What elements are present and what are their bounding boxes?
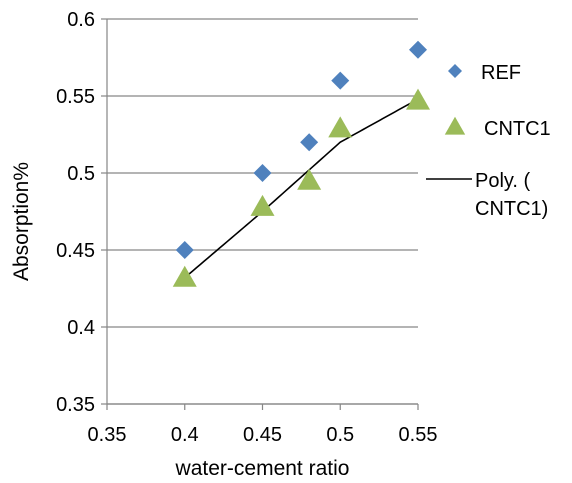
x-tick-label-0.5: 0.5 bbox=[326, 424, 354, 446]
series-ref bbox=[175, 40, 427, 259]
x-tick-label-0.4: 0.4 bbox=[171, 424, 199, 446]
trendline-group bbox=[184, 98, 419, 279]
legend: REF CNTC1 Poly. ( CNTC1) bbox=[426, 62, 551, 220]
triangle-marker-cntc1-3 bbox=[328, 116, 353, 138]
legend-marker-ref bbox=[448, 64, 462, 78]
triangle-marker-cntc1-1 bbox=[250, 194, 275, 216]
triangle-marker-cntc1-2 bbox=[297, 168, 322, 190]
axes bbox=[101, 18, 419, 410]
diamond-marker-ref-0 bbox=[175, 241, 194, 259]
diamond-marker-ref-4 bbox=[409, 40, 427, 59]
tick-labels: 0.35 0.4 0.45 0.5 0.55 0.6 0.35 0.4 0.45 0.5 0.55 bbox=[56, 9, 437, 446]
triangle-marker-cntc1-0 bbox=[172, 265, 197, 287]
y-tick-label-0.55: 0.55 bbox=[56, 86, 95, 108]
y-tick-label-0.45: 0.45 bbox=[56, 240, 95, 262]
trendline-cntc1 bbox=[184, 98, 419, 279]
x-tick-label-0.35: 0.35 bbox=[88, 424, 127, 446]
y-tick-label-0.35: 0.35 bbox=[56, 394, 95, 416]
markers bbox=[172, 40, 430, 287]
legend-label-trendline-line2: CNTC1) bbox=[475, 198, 548, 220]
x-axis-title: water-cement ratio bbox=[175, 457, 350, 480]
diamond-marker-ref-2 bbox=[300, 133, 319, 152]
legend-marker-cntc1 bbox=[444, 116, 466, 135]
diamond-marker-ref-3 bbox=[331, 71, 350, 90]
diamond-marker-ref-1 bbox=[253, 164, 272, 182]
y-tick-label-0.4: 0.4 bbox=[67, 317, 95, 339]
x-tick-label-0.45: 0.45 bbox=[243, 424, 282, 446]
triangle-marker-cntc1-4 bbox=[406, 88, 430, 110]
legend-label-cntc1: CNTC1 bbox=[484, 118, 551, 140]
series-cntc1 bbox=[172, 88, 430, 287]
x-tick-label-0.55: 0.55 bbox=[399, 424, 438, 446]
y-axis-title: Absorption% bbox=[10, 162, 33, 281]
y-tick-label-0.6: 0.6 bbox=[67, 9, 95, 31]
legend-label-trendline-line1: Poly. ( bbox=[475, 170, 531, 192]
y-tick-label-0.5: 0.5 bbox=[67, 163, 95, 185]
legend-label-ref: REF bbox=[481, 62, 521, 84]
